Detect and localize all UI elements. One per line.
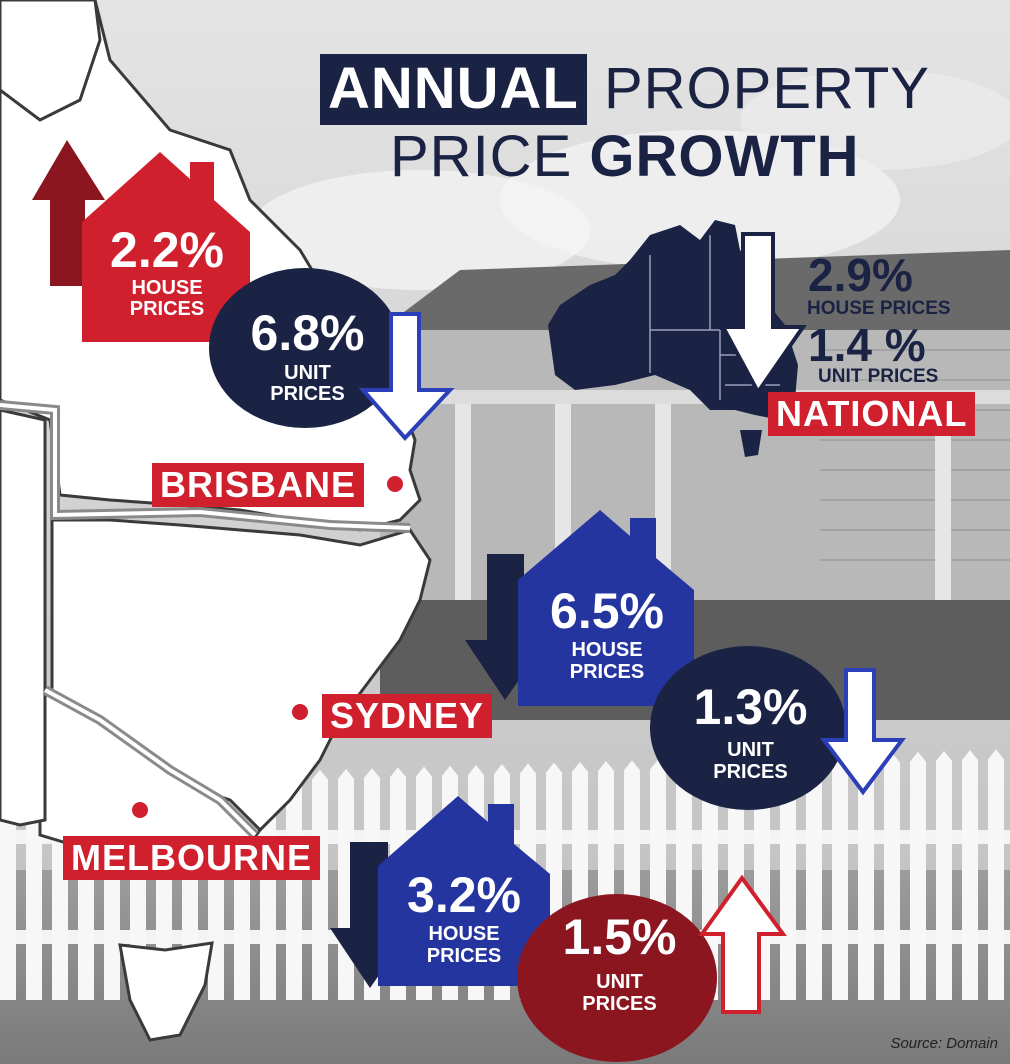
sydney-unit-pct: 1.3%: [693, 679, 808, 735]
title-word-price: PRICE: [390, 124, 573, 189]
fence-picket: [832, 754, 848, 1000]
fence-picket: [884, 752, 900, 1000]
title-line-2: PRICE GROWTH: [390, 128, 860, 186]
melbourne-unit-pct: 1.5%: [562, 909, 677, 965]
sydney-house-label-2: PRICES: [569, 661, 645, 683]
sydney-house-icon: [518, 510, 694, 706]
brisbane-unit-label-1: UNIT: [284, 362, 331, 384]
title-line-1: ANNUAL PROPERTY: [320, 54, 930, 125]
national-house-label: HOUSE PRICES: [807, 298, 951, 319]
melbourne-house-label-1: HOUSE: [428, 923, 500, 945]
melbourne-unit-up-arrow-icon: [698, 874, 787, 1014]
brisbane-house-up-arrow-icon: [32, 140, 105, 286]
sydney-unit-down-arrow-icon: [820, 668, 906, 796]
brisbane-unit-label-2: PRICES: [270, 383, 345, 405]
sydney-house-label-1: HOUSE: [571, 639, 643, 661]
title-word-growth: GROWTH: [589, 124, 860, 189]
sydney-unit-label-2: PRICES: [713, 761, 788, 783]
sydney-dot: [292, 704, 308, 720]
sydney-house-pct: 6.5%: [550, 583, 664, 639]
tasmania-region: [118, 941, 214, 1042]
melbourne-house-label-2: PRICES: [426, 945, 502, 967]
title-word-property: PROPERTY: [603, 56, 930, 121]
brisbane-unit-down-arrow-icon: [358, 312, 455, 441]
fence-picket: [936, 750, 952, 1000]
title-boxed-word: ANNUAL: [320, 54, 587, 125]
melbourne-unit-label-2: PRICES: [582, 993, 657, 1015]
national-house-pct: 2.9%: [808, 249, 913, 301]
national-down-arrow-icon: [719, 232, 807, 396]
fence-picket: [0, 770, 16, 1000]
australia-tasmania: [740, 430, 762, 457]
fence-picket: [702, 757, 718, 1000]
melbourne-unit-bubble: [517, 874, 787, 1062]
fence-picket: [962, 750, 978, 1000]
sydney-unit-bubble: [650, 646, 906, 810]
national-unit-label: UNIT PRICES: [818, 366, 939, 387]
sydney-label: SYDNEY: [322, 694, 493, 738]
melbourne-dot: [132, 802, 148, 818]
source-credit: Source: Domain: [890, 1035, 998, 1052]
australia-mainland: [548, 220, 798, 420]
melbourne-house-pct: 3.2%: [407, 867, 521, 923]
fence-picket: [312, 769, 328, 1000]
brisbane-dot: [387, 476, 403, 492]
melbourne-house-icon: [378, 796, 550, 986]
northern-territory-region: [0, 0, 102, 122]
national-unit-pct: 1.4 %: [808, 319, 926, 371]
brisbane-label: BRISBANE: [152, 463, 365, 507]
fence-picket: [26, 770, 42, 1000]
national-label: NATIONAL: [768, 392, 976, 436]
fence-picket: [910, 751, 926, 1000]
melbourne-label: MELBOURNE: [63, 836, 320, 880]
fence-picket: [780, 755, 796, 1000]
brisbane-house-icon: [82, 152, 250, 342]
brisbane-unit-pct: 6.8%: [250, 305, 365, 361]
sydney-unit-label-1: UNIT: [727, 739, 774, 761]
brisbane-unit-bubble: [209, 268, 455, 441]
brisbane-house-label-1: HOUSE: [131, 277, 203, 299]
south-australia-region: [0, 408, 47, 827]
fence-picket: [858, 753, 874, 1000]
melbourne-unit-label-1: UNIT: [596, 971, 643, 993]
brisbane-house-pct: 2.2%: [110, 222, 224, 278]
australia-map: [548, 220, 798, 457]
fence-picket: [806, 754, 822, 1000]
fence-picket: [286, 770, 302, 1000]
fence-picket: [988, 749, 1004, 1000]
brisbane-house-label-2: PRICES: [129, 298, 205, 320]
